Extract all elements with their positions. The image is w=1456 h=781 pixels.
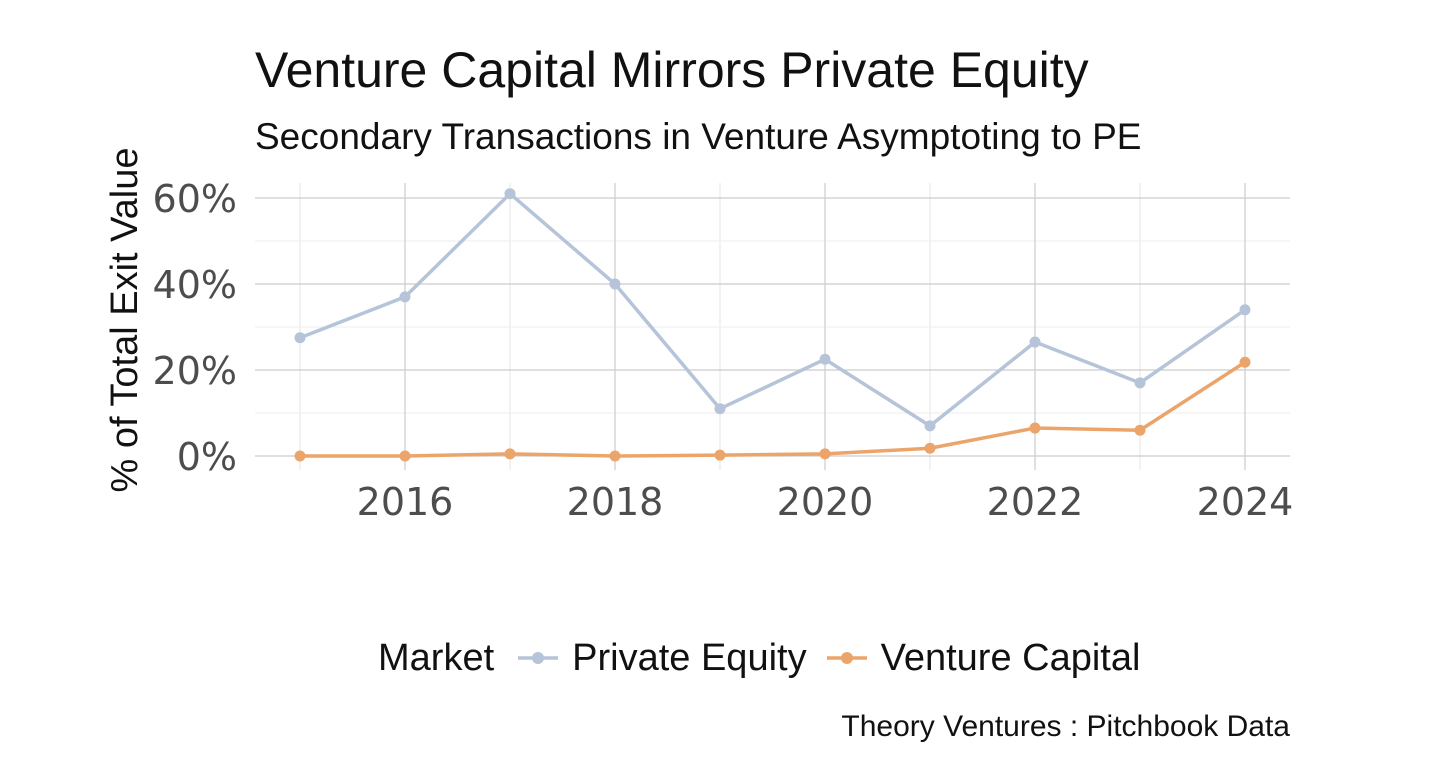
data-point-venture-capital xyxy=(609,450,621,462)
legend: Market Private Equity Venture Capital xyxy=(378,632,1158,684)
legend-title: Market xyxy=(378,636,495,679)
x-tick-label: 2020 xyxy=(777,480,874,524)
legend-label-private-equity: Private Equity xyxy=(572,636,807,679)
series-private-equity xyxy=(294,188,1251,432)
series-venture-capital xyxy=(294,356,1251,462)
data-point-private-equity xyxy=(504,188,516,200)
data-point-private-equity xyxy=(609,278,621,290)
data-point-venture-capital xyxy=(504,448,516,460)
data-point-private-equity xyxy=(924,420,936,432)
legend-key-private-equity xyxy=(518,652,559,664)
data-point-private-equity xyxy=(1029,336,1041,348)
chart-subtitle: Secondary Transactions in Venture Asympt… xyxy=(255,116,1142,157)
data-point-private-equity xyxy=(1239,304,1251,316)
series-line-venture-capital xyxy=(300,360,1246,458)
data-point-private-equity xyxy=(1134,377,1146,389)
data-point-private-equity xyxy=(819,353,831,365)
legend-item-venture-capital: Venture Capital xyxy=(825,636,1141,680)
data-point-venture-capital xyxy=(819,448,831,460)
y-tick-label: 20% xyxy=(153,349,237,393)
data-point-venture-capital xyxy=(714,449,726,461)
legend-item-private-equity: Private Equity xyxy=(516,636,807,680)
y-tick-label: 40% xyxy=(153,263,237,307)
x-axis-tick-labels: 2016 2018 2020 2022 2024 xyxy=(357,480,1294,524)
data-point-private-equity xyxy=(714,403,726,415)
data-point-venture-capital xyxy=(924,442,936,454)
x-tick-label: 2024 xyxy=(1197,480,1294,524)
data-point-private-equity xyxy=(294,332,306,344)
data-point-venture-capital xyxy=(399,450,411,462)
y-tick-label: 0% xyxy=(177,435,237,479)
chart-title: Venture Capital Mirrors Private Equity xyxy=(255,42,1089,98)
grid-lines xyxy=(255,183,1290,470)
legend-label-venture-capital: Venture Capital xyxy=(880,636,1141,679)
x-tick-label: 2022 xyxy=(987,480,1084,524)
series-layer xyxy=(294,188,1251,462)
chart-caption: Theory Ventures : Pitchbook Data xyxy=(841,710,1290,743)
y-axis-tick-labels: 0% 20% 40% 60% xyxy=(153,177,237,479)
y-tick-label: 60% xyxy=(153,177,237,221)
x-tick-label: 2018 xyxy=(567,480,664,524)
x-tick-label: 2016 xyxy=(357,480,454,524)
data-point-venture-capital xyxy=(294,450,306,462)
data-point-private-equity xyxy=(399,291,411,303)
data-point-venture-capital xyxy=(1029,422,1041,434)
legend-key-venture-capital xyxy=(826,652,867,664)
y-axis-title: % of Total Exit Value xyxy=(104,147,146,492)
data-point-venture-capital xyxy=(1239,356,1251,368)
series-line-private-equity xyxy=(299,191,1246,428)
data-point-venture-capital xyxy=(1134,424,1146,436)
